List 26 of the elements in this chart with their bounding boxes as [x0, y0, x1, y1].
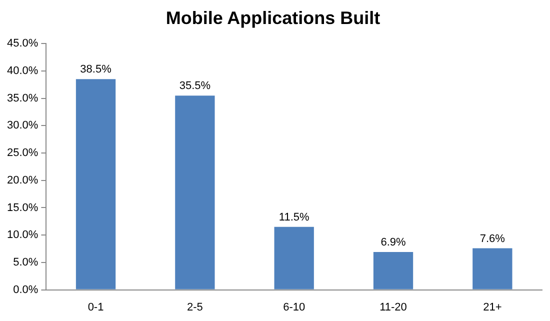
bar [472, 248, 512, 290]
y-tick-label: 0.0% [13, 284, 38, 296]
data-label: 11.5% [278, 211, 310, 224]
y-tick-label: 35.0% [6, 92, 38, 104]
y-tick-label: 40.0% [6, 64, 38, 77]
y-tick-label: 5.0% [13, 256, 38, 268]
y-tick-label: 45.0% [6, 38, 38, 50]
y-tick-label: 25.0% [6, 147, 38, 160]
bar [373, 252, 414, 290]
data-label: 6.9% [380, 236, 406, 249]
x-tick-label: 0-1 [88, 301, 104, 314]
data-label: 7.6% [480, 232, 506, 245]
x-tick-label: 2-5 [186, 301, 203, 314]
x-tick-label: 21+ [483, 301, 502, 314]
bar [76, 79, 116, 290]
bar [175, 96, 215, 290]
x-tick-label: 6-10 [283, 301, 306, 314]
y-tick-label: 20.0% [6, 174, 38, 186]
y-tick-label: 15.0% [6, 202, 38, 214]
data-label: 38.5% [80, 64, 112, 76]
x-tick-label: 11-20 [380, 301, 407, 314]
y-tick-label: 30.0% [6, 120, 38, 132]
y-tick-label: 10.0% [6, 229, 38, 242]
bar [274, 226, 314, 290]
data-label: 35.5% [179, 80, 211, 92]
chart-title: Mobile Applications Built [166, 8, 380, 28]
